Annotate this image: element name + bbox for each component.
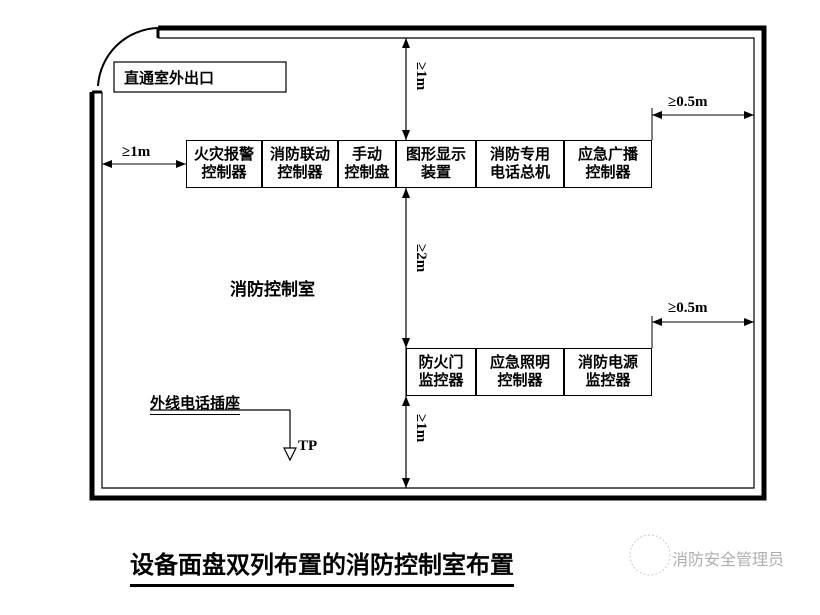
dim-bottom: ≥1m: [412, 414, 429, 442]
equip-emergency-lighting: 应急照明控制器: [476, 348, 564, 396]
equip-graphic-display: 图形显示装置: [396, 140, 476, 188]
tp-symbol: TP: [298, 438, 317, 455]
dim-mid-right: ≥0.5m: [668, 300, 707, 317]
equip-manual-panel: 手动控制盘: [338, 140, 396, 188]
equip-label: 消防电源监控器: [578, 354, 638, 390]
room-name: 消防控制室: [230, 275, 315, 300]
equip-label: 火灾报警控制器: [194, 146, 254, 182]
equip-label: 防火门监控器: [418, 354, 463, 390]
equip-label: 消防专用电话总机: [490, 146, 550, 182]
equip-firedoor-monitor: 防火门监控器: [406, 348, 476, 396]
equip-label: 手动控制盘: [344, 146, 389, 182]
equip-fire-phone: 消防专用电话总机: [476, 140, 564, 188]
dim-left: ≥1m: [122, 144, 150, 161]
diagram-canvas: 直通室外出口 火灾报警控制器 消防联动控制器 手动控制盘 图形显示装置 消防专用…: [0, 0, 820, 615]
equip-label: 图形显示装置: [406, 146, 466, 182]
dim-top-mid: ≥1m: [412, 62, 429, 90]
dim-top-right: ≥0.5m: [668, 94, 707, 111]
equip-label: 消防联动控制器: [270, 146, 330, 182]
equip-emergency-broadcast: 应急广播控制器: [564, 140, 652, 188]
tp-outlet-label: 外线电话插座: [150, 392, 240, 415]
equip-linkage-controller: 消防联动控制器: [262, 140, 338, 188]
equip-power-monitor: 消防电源监控器: [564, 348, 652, 396]
equip-label: 应急照明控制器: [490, 354, 550, 390]
diagram-title: 设备面盘双列布置的消防控制室布置: [130, 545, 514, 587]
equip-label: 应急广播控制器: [578, 146, 638, 182]
equip-fire-alarm-controller: 火灾报警控制器: [186, 140, 262, 188]
exit-label: 直通室外出口: [124, 67, 214, 88]
dim-mid: ≥2m: [412, 244, 429, 272]
watermark-text: 消防安全管理员: [672, 546, 784, 570]
